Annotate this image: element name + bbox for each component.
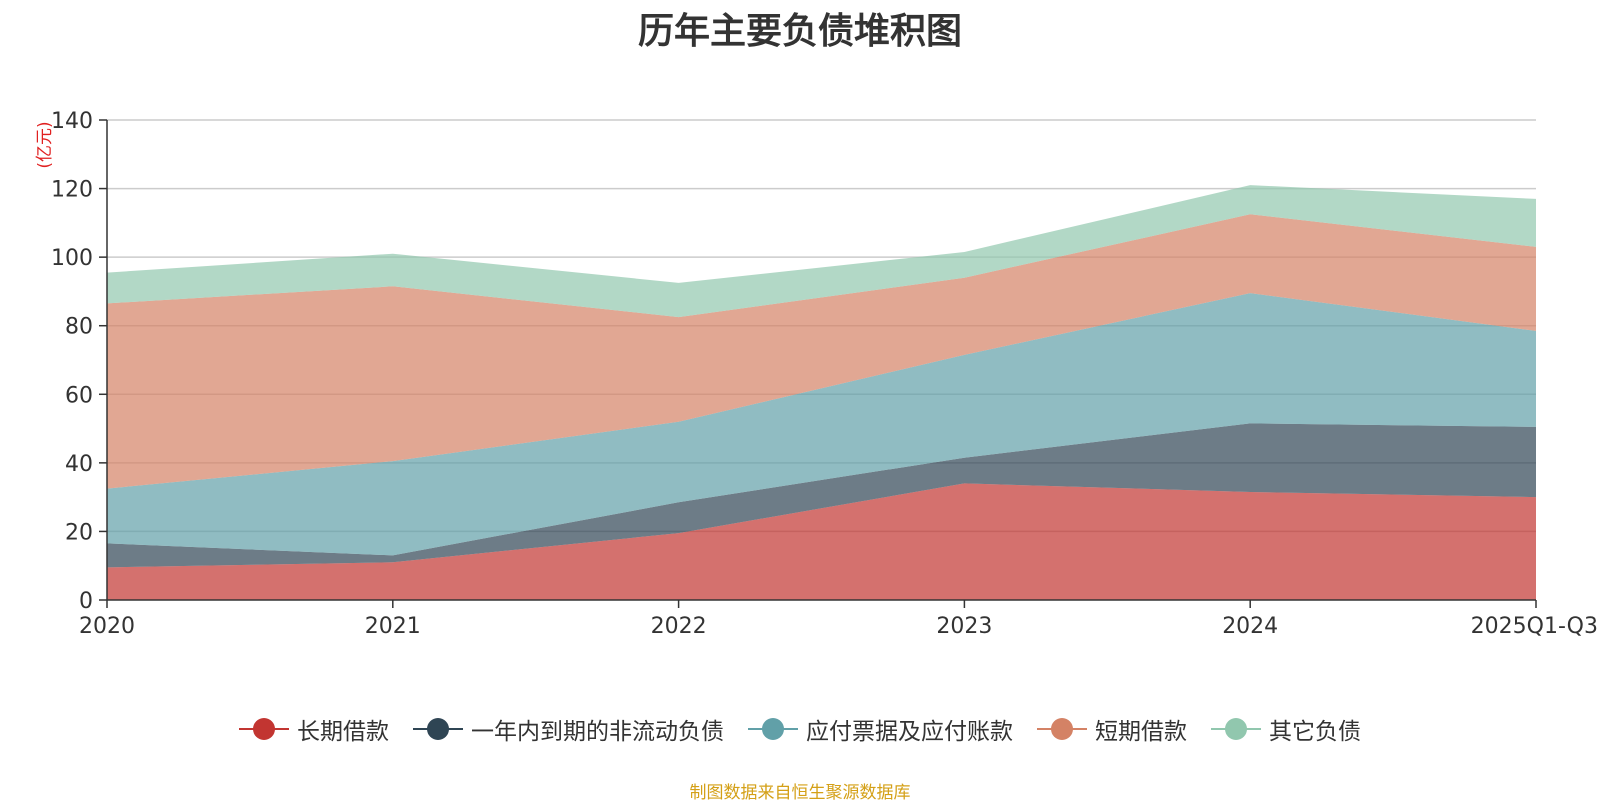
area-series-1[interactable] — [107, 483, 1536, 600]
x-tick-label: 2021 — [365, 614, 421, 639]
y-tick-label: 140 — [51, 109, 93, 134]
y-tick-label: 120 — [51, 178, 93, 203]
x-tick-label: 2022 — [651, 614, 707, 639]
chart-title: 历年主要负债堆积图 — [637, 11, 962, 52]
legend-label: 长期借款 — [297, 719, 389, 745]
y-tick-label: 100 — [51, 246, 93, 271]
legend-marker-icon — [413, 715, 463, 743]
y-tick-label: 80 — [65, 315, 93, 340]
data-source-note: 制图数据来自恒生聚源数据库 — [689, 783, 911, 803]
legend-item-2[interactable]: 一年内到期的非流动负债 — [413, 712, 724, 746]
legend-item-3[interactable]: 应付票据及应付账款 — [748, 712, 1013, 746]
legend-marker-icon — [239, 715, 289, 743]
area-series-3[interactable] — [107, 293, 1536, 556]
legend-marker-icon — [1037, 715, 1087, 743]
legend-item-4[interactable]: 短期借款 — [1037, 712, 1187, 746]
area-series-5[interactable] — [107, 185, 1536, 318]
y-tick-label: 40 — [65, 452, 93, 477]
x-tick-label: 2023 — [936, 614, 992, 639]
legend-marker-icon — [748, 715, 798, 743]
legend-label: 应付票据及应付账款 — [806, 719, 1013, 745]
axes: 0 20 40 60 80 100 120 140 2020 2021 2022 2023 2024 20… — [51, 109, 1598, 639]
legend-marker-icon — [1211, 715, 1261, 743]
legend-label: 一年内到期的非流动负债 — [471, 719, 724, 745]
legend-label: 短期借款 — [1095, 719, 1187, 745]
legend-label: 其它负债 — [1269, 719, 1361, 745]
y-axis-unit-label: (亿元) — [35, 121, 55, 168]
y-tick-label: 60 — [65, 383, 93, 408]
legend-item-1[interactable]: 长期借款 — [239, 712, 389, 746]
area-series-2[interactable] — [107, 423, 1536, 568]
legend: 长期借款 一年内到期的非流动负债 应付票据及应付账款 短期借款 其它负债 — [0, 712, 1600, 746]
x-tick-label: 2025Q1-Q3 — [1471, 614, 1598, 639]
legend-item-5[interactable]: 其它负债 — [1211, 712, 1361, 746]
area-series-4[interactable] — [107, 214, 1536, 489]
y-tick-label: 0 — [79, 589, 93, 614]
y-tick-label: 20 — [65, 520, 93, 545]
area-series-group — [107, 185, 1536, 600]
x-tick-label: 2020 — [79, 614, 135, 639]
x-tick-label: 2024 — [1222, 614, 1278, 639]
